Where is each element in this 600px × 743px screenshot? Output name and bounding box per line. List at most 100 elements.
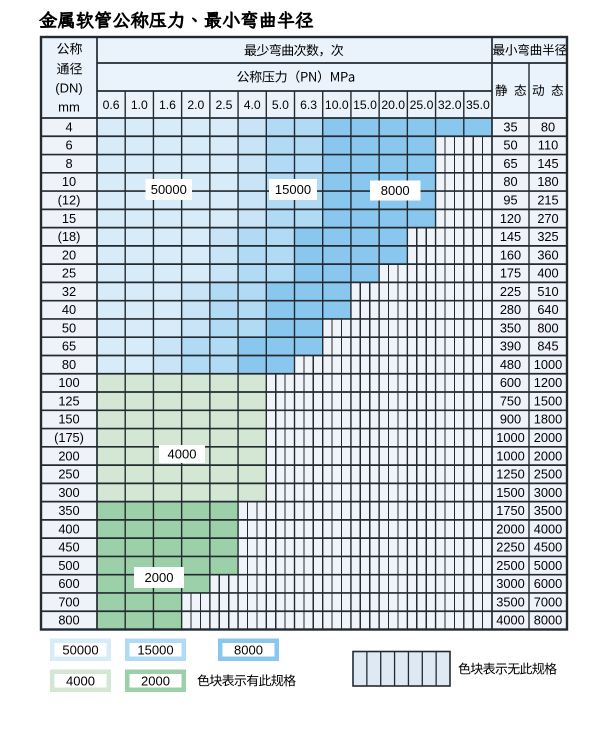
svg-text:95: 95 — [503, 193, 517, 208]
svg-text:40: 40 — [62, 302, 76, 317]
svg-text:390: 390 — [500, 339, 521, 354]
svg-text:900: 900 — [500, 412, 521, 427]
svg-text:32: 32 — [62, 284, 76, 299]
svg-text:120: 120 — [500, 211, 521, 226]
svg-text:50000: 50000 — [151, 182, 187, 197]
svg-text:1750: 1750 — [496, 503, 524, 518]
svg-text:50: 50 — [503, 138, 517, 153]
svg-text:50000: 50000 — [62, 642, 98, 657]
svg-text:8000: 8000 — [534, 613, 562, 628]
svg-text:4000: 4000 — [496, 613, 524, 628]
svg-text:500: 500 — [58, 558, 79, 573]
svg-text:175: 175 — [500, 266, 521, 281]
svg-text:20.0: 20.0 — [381, 98, 405, 112]
svg-text:4.0: 4.0 — [244, 98, 261, 112]
svg-text:150: 150 — [58, 412, 79, 427]
svg-text:(DN): (DN) — [55, 81, 82, 96]
svg-text:5.0: 5.0 — [272, 98, 289, 112]
svg-text:0.6: 0.6 — [103, 98, 120, 112]
svg-text:3000: 3000 — [534, 485, 562, 500]
svg-text:600: 600 — [500, 375, 521, 390]
svg-text:1000: 1000 — [534, 357, 562, 372]
svg-text:2000: 2000 — [141, 673, 170, 688]
svg-text:180: 180 — [537, 174, 558, 189]
svg-text:1500: 1500 — [534, 394, 562, 409]
svg-text:2500: 2500 — [534, 467, 562, 482]
svg-text:2.5: 2.5 — [216, 98, 233, 112]
svg-text:4000: 4000 — [168, 447, 197, 462]
svg-text:(12): (12) — [58, 193, 81, 208]
svg-text:8000: 8000 — [381, 183, 410, 198]
svg-text:2.0: 2.0 — [187, 98, 204, 112]
svg-text:35.0: 35.0 — [466, 98, 490, 112]
svg-text:845: 845 — [537, 339, 558, 354]
svg-text:1.0: 1.0 — [131, 98, 148, 112]
svg-text:2000: 2000 — [534, 448, 562, 463]
svg-text:300: 300 — [58, 485, 79, 500]
svg-text:65: 65 — [503, 156, 517, 171]
svg-text:1250: 1250 — [496, 467, 524, 482]
svg-text:2000: 2000 — [534, 430, 562, 445]
svg-text:1800: 1800 — [534, 412, 562, 427]
svg-text:640: 640 — [537, 302, 558, 317]
svg-text:(18): (18) — [58, 229, 81, 244]
svg-text:225: 225 — [500, 284, 521, 299]
svg-text:280: 280 — [500, 302, 521, 317]
svg-text:4000: 4000 — [66, 673, 95, 688]
svg-text:(175): (175) — [54, 430, 84, 445]
svg-text:15.0: 15.0 — [353, 98, 377, 112]
svg-text:8: 8 — [65, 156, 72, 171]
svg-text:1.6: 1.6 — [159, 98, 176, 112]
svg-text:3500: 3500 — [534, 503, 562, 518]
svg-text:400: 400 — [58, 521, 79, 536]
svg-text:15000: 15000 — [137, 642, 173, 657]
svg-text:6000: 6000 — [534, 576, 562, 591]
svg-text:15: 15 — [62, 211, 76, 226]
svg-text:5000: 5000 — [534, 558, 562, 573]
svg-text:32.0: 32.0 — [438, 98, 462, 112]
svg-text:1500: 1500 — [496, 485, 524, 500]
svg-text:35: 35 — [503, 119, 517, 134]
svg-text:2000: 2000 — [145, 570, 174, 585]
svg-text:4500: 4500 — [534, 540, 562, 555]
svg-text:1000: 1000 — [496, 430, 524, 445]
svg-text:480: 480 — [500, 357, 521, 372]
svg-text:80: 80 — [503, 174, 517, 189]
svg-text:2000: 2000 — [496, 521, 524, 536]
svg-text:600: 600 — [58, 576, 79, 591]
svg-text:80: 80 — [62, 357, 76, 372]
svg-text:510: 510 — [537, 284, 558, 299]
svg-text:800: 800 — [58, 613, 79, 628]
svg-text:8000: 8000 — [234, 642, 263, 657]
svg-text:360: 360 — [537, 247, 558, 262]
svg-text:50: 50 — [62, 320, 76, 335]
svg-text:270: 270 — [537, 211, 558, 226]
svg-text:350: 350 — [58, 503, 79, 518]
svg-text:145: 145 — [537, 156, 558, 171]
svg-text:15000: 15000 — [275, 182, 311, 197]
svg-text:80: 80 — [541, 119, 555, 134]
svg-text:3000: 3000 — [496, 576, 524, 591]
svg-text:215: 215 — [537, 193, 558, 208]
svg-text:1200: 1200 — [534, 375, 562, 390]
svg-text:200: 200 — [58, 448, 79, 463]
svg-text:20: 20 — [62, 247, 76, 262]
svg-text:6: 6 — [65, 138, 72, 153]
svg-text:7000: 7000 — [534, 594, 562, 609]
svg-text:325: 325 — [537, 229, 558, 244]
svg-text:450: 450 — [58, 540, 79, 555]
svg-text:2250: 2250 — [496, 540, 524, 555]
svg-text:800: 800 — [537, 320, 558, 335]
svg-text:1000: 1000 — [496, 448, 524, 463]
svg-text:25.0: 25.0 — [410, 98, 434, 112]
svg-text:10: 10 — [62, 174, 76, 189]
svg-text:350: 350 — [500, 320, 521, 335]
svg-text:2500: 2500 — [496, 558, 524, 573]
svg-text:700: 700 — [58, 594, 79, 609]
svg-text:125: 125 — [58, 394, 79, 409]
svg-text:mm: mm — [58, 100, 80, 115]
svg-text:25: 25 — [62, 266, 76, 281]
svg-text:3500: 3500 — [496, 594, 524, 609]
svg-text:4000: 4000 — [534, 521, 562, 536]
svg-text:750: 750 — [500, 394, 521, 409]
